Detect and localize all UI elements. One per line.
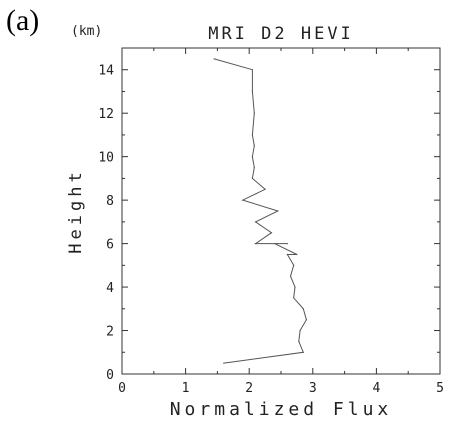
series-point [302, 308, 304, 310]
series-point [213, 58, 215, 60]
y-tick-label: 4 [106, 281, 114, 296]
x-tick-label: 2 [245, 381, 253, 396]
series-point [293, 297, 295, 299]
x-axis-label: Normalized Flux [169, 399, 393, 420]
series-point [251, 69, 253, 71]
series-point [223, 362, 225, 364]
series-point [251, 90, 253, 93]
x-tick-label: 0 [118, 381, 126, 396]
y-tick-label: 12 [98, 107, 114, 122]
x-tick-label: 5 [436, 381, 444, 396]
y-tick-label: 14 [98, 64, 114, 79]
series-point [253, 112, 255, 114]
series-point [305, 319, 308, 321]
y-tick-label: 6 [106, 238, 114, 253]
series-point [254, 243, 257, 245]
series-point [264, 188, 266, 190]
series-point [274, 243, 276, 245]
y-tick-label: 8 [106, 194, 114, 209]
series-point [286, 243, 288, 245]
chart-title: MRI D2 HEVI [208, 24, 354, 44]
panel-label: (a) [6, 4, 40, 37]
x-tick-label: 4 [372, 381, 380, 396]
series-point [277, 210, 279, 212]
y-tick-label: 10 [98, 151, 114, 166]
series-point [296, 253, 298, 256]
series-point [251, 177, 253, 179]
series-point [253, 145, 255, 147]
x-tick-label: 1 [182, 381, 190, 396]
series-point [289, 275, 292, 277]
series-line-0 [214, 58, 307, 364]
plot-frame [121, 47, 441, 375]
series-point [251, 156, 253, 158]
y-tick-label: 0 [106, 368, 114, 383]
series-point [294, 286, 296, 288]
series-point [270, 232, 273, 234]
series-point [302, 351, 304, 353]
series-point [286, 253, 288, 256]
series-point [251, 134, 253, 136]
y-tick-label: 2 [106, 325, 114, 340]
series-point [299, 329, 301, 332]
y-axis-unit-label: (km) [71, 24, 103, 39]
series-point [254, 221, 257, 223]
series-point [253, 166, 255, 169]
x-tick-label: 3 [309, 381, 317, 396]
series-point [242, 199, 244, 201]
series-point [298, 340, 300, 342]
series-point [293, 264, 295, 266]
